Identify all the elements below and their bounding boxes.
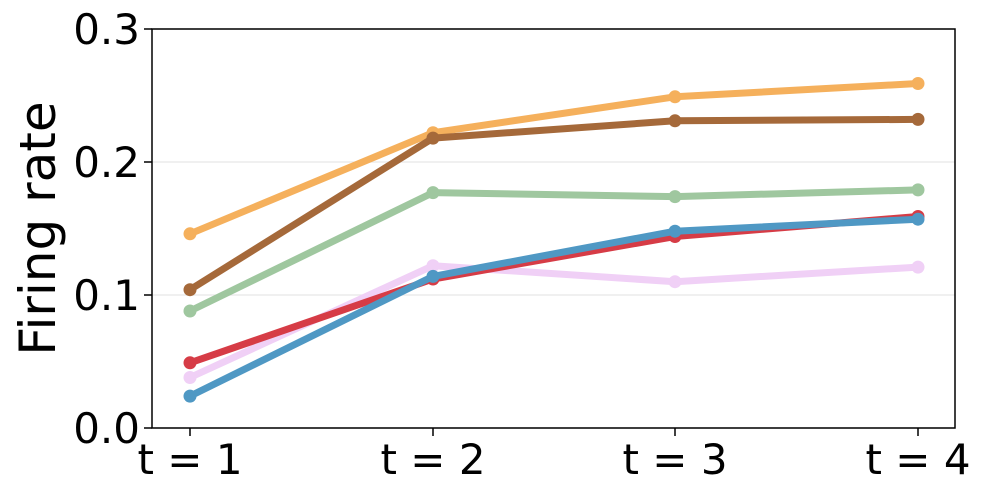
series-4 [183,259,925,384]
x-tick-label: t = 2 [380,435,485,484]
data-point [668,275,682,289]
data-point [426,131,440,145]
data-point [668,224,682,238]
data-point [911,112,925,126]
x-tick-label: t = 4 [865,435,970,484]
data-point [426,259,440,273]
data-point [911,183,925,197]
x-axis-ticks: t = 1 t = 2 t = 3 t = 4 [137,428,971,484]
series-6 [183,212,925,403]
data-point [183,371,197,384]
x-tick-label: t = 1 [137,435,242,484]
data-point [183,227,197,241]
data-point [911,212,925,226]
plot-area-frame [151,28,956,429]
series-3 [183,183,925,318]
series-1 [183,77,925,241]
data-point [426,186,440,200]
y-axis-title: Firing rate [9,101,67,355]
data-point [668,190,682,204]
y-axis-ticks: 0.0 0.1 0.2 0.3 [73,5,152,453]
series-line [186,80,922,238]
series-2 [183,112,925,297]
data-point [911,77,925,90]
data-point [911,260,925,274]
series-line [186,115,922,294]
data-point [183,304,197,318]
data-point [183,389,197,403]
data-point [183,356,197,370]
data-point [668,90,682,104]
series-line [186,186,922,315]
y-tick-label: 0.0 [73,404,140,453]
data-point [668,114,682,128]
series-lines [183,77,925,403]
data-point [183,283,197,297]
y-tick-label: 0.1 [73,271,140,320]
y-tick-label: 0.3 [73,5,140,54]
series-line [186,215,922,400]
data-point [426,269,440,283]
x-tick-label: t = 3 [622,435,727,484]
y-tick-label: 0.2 [73,138,140,187]
